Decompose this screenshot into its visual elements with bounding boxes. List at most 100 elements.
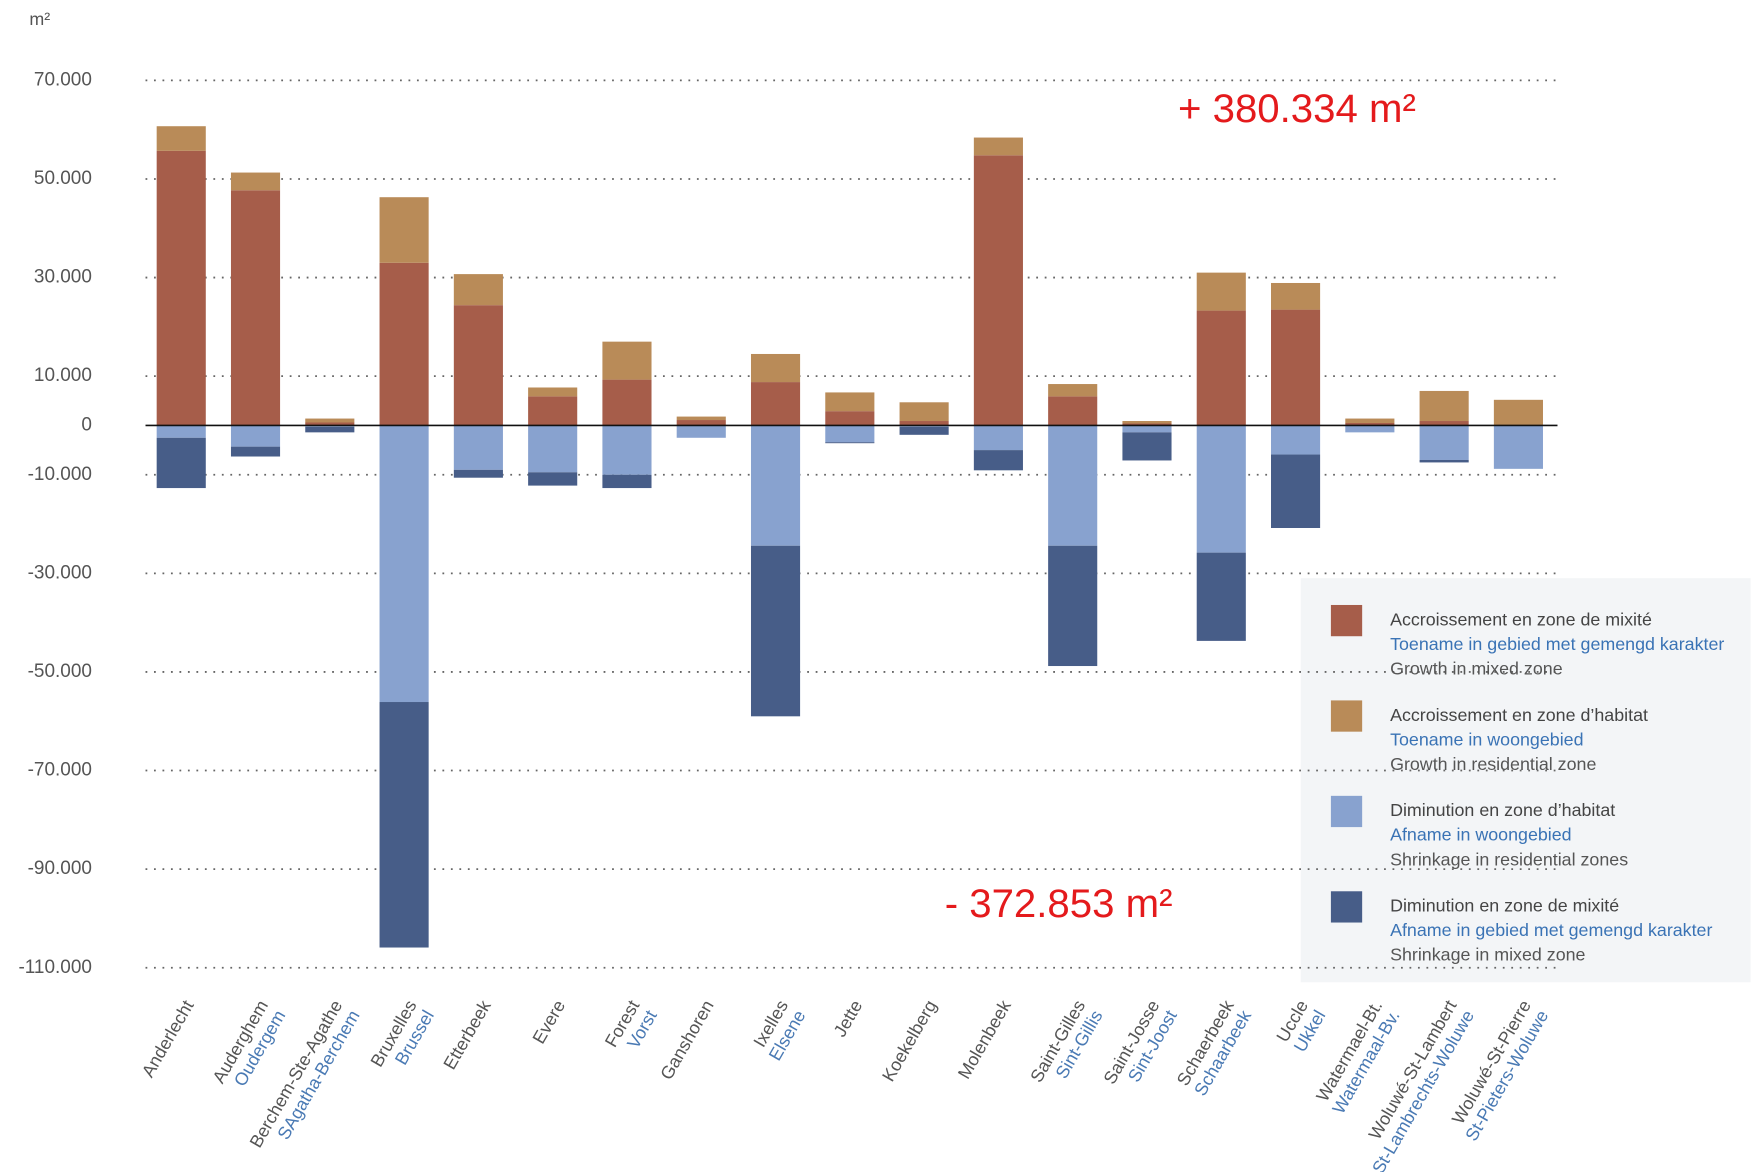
legend-label: Accroissement en zone d’habitat <box>1390 705 1648 725</box>
x-tick-label: Etterbeek <box>439 997 495 1073</box>
legend-swatch <box>1330 604 1363 637</box>
bar-segment <box>1419 425 1469 460</box>
bar-segment <box>1419 459 1469 463</box>
x-tick-label: Ganshoren <box>656 997 717 1083</box>
legend-label: Afname in gebied met gemengd karakter <box>1390 920 1712 940</box>
bar-segment <box>156 150 206 426</box>
legend-label: Diminution en zone d’habitat <box>1390 800 1615 820</box>
legend-label: Shrinkage in residential zones <box>1390 849 1628 869</box>
bar-segment <box>453 469 503 478</box>
bar-segment <box>1122 432 1172 461</box>
legend-swatch <box>1330 891 1363 923</box>
bar-segment <box>973 137 1023 156</box>
annotation: - 372.853 m² <box>945 881 1173 926</box>
bar-segment <box>602 379 652 426</box>
x-tick-label: Evere <box>529 997 570 1047</box>
y-tick-label: -10.000 <box>28 464 92 485</box>
bar-segment <box>156 425 206 438</box>
bar-segment <box>899 402 949 422</box>
legend-swatch <box>1330 700 1363 732</box>
bar-segment <box>973 450 1023 471</box>
bar-segment <box>1048 396 1098 426</box>
bar-segment <box>528 387 578 397</box>
bar-segment <box>1196 310 1246 426</box>
bar-segment <box>453 274 503 306</box>
y-tick-label: -90.000 <box>28 858 92 879</box>
bar-segment <box>528 425 578 473</box>
bar-segment <box>1419 390 1469 422</box>
bar-segment <box>1196 552 1246 641</box>
bar-segment <box>1345 418 1395 423</box>
bar-segment <box>1196 425 1246 553</box>
y-tick-label: -50.000 <box>28 661 92 682</box>
category-label: Ganshoren <box>656 997 717 1083</box>
bar-segment <box>1271 282 1321 310</box>
bar-segment <box>379 702 429 948</box>
category-label: Molenbeek <box>954 997 1015 1083</box>
bar-segment <box>1345 425 1395 433</box>
y-tick-label: 50.000 <box>34 168 92 189</box>
legend-label: Toename in woongebied <box>1390 729 1583 749</box>
bar-segment <box>1271 309 1321 426</box>
bar-segment <box>305 418 355 423</box>
bar-segment <box>230 446 281 457</box>
bar-segment <box>1271 454 1321 528</box>
category-label: Jette <box>830 997 867 1041</box>
bar-segment <box>602 341 652 380</box>
y-tick-label: 0 <box>81 414 92 435</box>
bar-segment <box>676 420 726 426</box>
bar-segment <box>230 425 281 447</box>
legend-label: Growth in mixed zone <box>1390 658 1563 678</box>
bar-segment <box>750 545 801 717</box>
bar-segment <box>230 172 281 191</box>
bar-segment <box>379 425 429 703</box>
legend-label: Shrinkage in mixed zone <box>1390 945 1585 965</box>
bar-segment <box>453 425 503 470</box>
bar-segment <box>602 425 652 475</box>
bar-segment <box>676 416 726 421</box>
bar-segment <box>750 382 801 426</box>
bar-segment <box>973 155 1023 426</box>
bar-segment <box>1493 399 1543 426</box>
bar-segment <box>825 392 875 412</box>
bar-segment <box>899 426 949 435</box>
bar-segment <box>453 305 503 426</box>
legend-label: Diminution en zone de mixité <box>1390 896 1619 916</box>
y-tick-label: -30.000 <box>28 562 92 583</box>
bar-segment <box>1048 384 1098 397</box>
bar-segment <box>825 411 875 426</box>
bar-segment <box>750 353 801 383</box>
y-tick-label: 70.000 <box>34 69 92 90</box>
bar-segment <box>825 442 875 444</box>
category-label: Evere <box>529 997 570 1047</box>
legend-label: Afname in woongebied <box>1390 825 1572 845</box>
bar-segment <box>1122 425 1172 433</box>
bar-segment <box>305 422 355 426</box>
category-label: Anderlecht <box>138 997 198 1081</box>
x-tick-label: Koekelberg <box>878 997 940 1085</box>
y-tick-label: -110.000 <box>18 957 91 978</box>
legend-label: Toename in gebied met gemengd karakter <box>1390 634 1724 654</box>
bar-segment <box>305 426 355 433</box>
y-tick-label: 10.000 <box>34 365 92 386</box>
y-tick-label: 30.000 <box>34 267 92 288</box>
bar-segment <box>156 126 206 151</box>
bar-segment <box>1196 272 1246 311</box>
bar-segment <box>1122 421 1172 424</box>
bar-segment <box>1271 425 1321 455</box>
y-tick-label: -70.000 <box>28 760 92 781</box>
bar-segment <box>1048 545 1098 667</box>
bar-segment <box>379 262 429 426</box>
bar-segment <box>1122 423 1172 426</box>
bar-segment <box>973 425 1023 451</box>
legend-label: Accroissement en zone de mixité <box>1390 609 1652 629</box>
bar-segment <box>528 396 578 426</box>
bar-segment <box>1048 425 1098 546</box>
